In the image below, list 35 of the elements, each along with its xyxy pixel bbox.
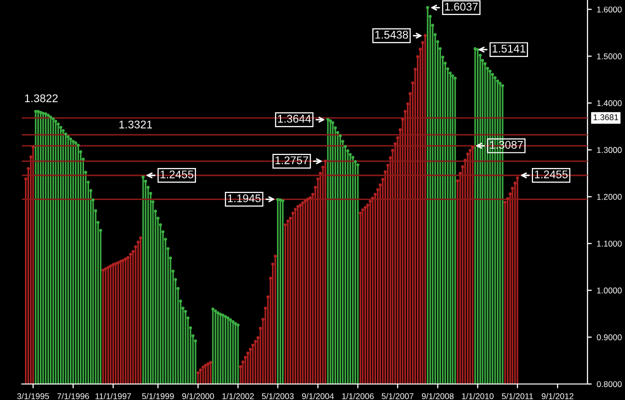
x-tick-label: 3/1/1995 <box>17 393 49 400</box>
x-tick-label: 5/1/2003 <box>262 393 294 400</box>
annotation: 1.2455 <box>534 170 568 178</box>
y-tick-label: 1.4000 <box>597 100 622 106</box>
annotation: 1.2757 <box>276 156 308 164</box>
ref-line-label: 1.3681 <box>594 114 618 120</box>
y-tick-label: 1.5000 <box>597 53 622 60</box>
y-tick-label: 1.6000 <box>597 6 622 12</box>
x-tick-label: 5/1/2011 <box>502 393 533 400</box>
x-tick-label: 5/1/2007 <box>382 393 414 400</box>
x-tick-label: 1/1/2010 <box>462 393 494 400</box>
annotation: 1.3644 <box>278 114 311 123</box>
annotation: 1.3822 <box>25 94 58 102</box>
annotation: 1.2455 <box>160 170 194 178</box>
x-tick-label: 11/1/1997 <box>96 393 131 400</box>
y-tick-label: 1.0000 <box>597 288 622 294</box>
annotation: 1.5438 <box>375 30 408 39</box>
y-tick-label: 0.8000 <box>596 381 622 388</box>
y-tick-label: 1.3000 <box>597 147 622 153</box>
y-tick-label: 0.9000 <box>596 334 622 340</box>
annotation: 1.6037 <box>445 2 478 11</box>
x-tick-label: 9/1/2000 <box>182 393 214 400</box>
annotation: 1.5141 <box>492 44 526 53</box>
x-tick-label: 9/1/2008 <box>422 393 454 400</box>
y-tick-label: 1.2000 <box>597 194 622 200</box>
annotation: 1.3321 <box>119 120 152 128</box>
x-tick-label: 1/1/2006 <box>342 393 374 400</box>
annotation: 1.1945 <box>228 194 261 202</box>
x-tick-label: 9/1/2012 <box>542 393 574 400</box>
y-tick-label: 1.1000 <box>597 240 622 247</box>
x-tick-label: 5/1/1999 <box>142 393 174 400</box>
annotation: 1.3087 <box>490 140 523 149</box>
x-tick-label: 1/1/2002 <box>222 393 254 400</box>
x-tick-label: 9/1/2004 <box>302 393 334 400</box>
x-tick-label: 7/1/1996 <box>57 393 89 400</box>
